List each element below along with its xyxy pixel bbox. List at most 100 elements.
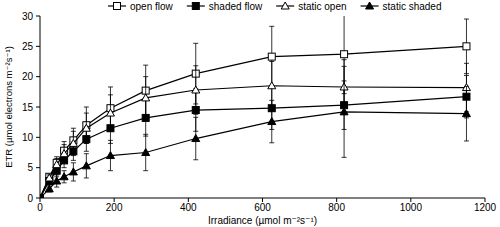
data-point	[341, 51, 348, 58]
error-cap	[143, 170, 148, 171]
series-line	[40, 97, 466, 198]
error-cap	[342, 66, 347, 67]
error-cap	[193, 43, 198, 44]
error-cap	[464, 63, 469, 64]
error-cap	[84, 153, 89, 154]
series	[40, 16, 470, 198]
data-point	[142, 94, 150, 101]
data-point	[106, 152, 114, 159]
series	[40, 60, 470, 198]
legend: open flowshaded flowstatic openstatic sh…	[108, 1, 442, 12]
error-cap	[464, 140, 469, 141]
legend-item: shaded flow	[187, 1, 263, 12]
error-cap	[108, 131, 113, 132]
error-cap	[62, 170, 67, 171]
error-cap	[71, 131, 76, 132]
error-cap	[71, 160, 76, 161]
x-tick-label: 600	[254, 202, 271, 213]
error-cap	[71, 155, 76, 156]
legend-label: shaded flow	[209, 1, 263, 12]
y-tick	[36, 137, 40, 138]
y-axis-label: ETR (µmol electrons m⁻²s⁻¹)	[3, 46, 14, 168]
error-cap	[108, 94, 113, 95]
error-cap	[62, 182, 67, 183]
x-tick-label: 0	[37, 202, 43, 213]
error-cap	[54, 156, 59, 157]
error-cap	[71, 181, 76, 182]
y-tick	[36, 167, 40, 168]
error-cap	[342, 59, 347, 60]
data-point	[40, 194, 44, 198]
data-point	[45, 174, 53, 181]
x-tick-label: 1000	[400, 202, 423, 213]
error-cap	[143, 119, 148, 120]
error-cap	[54, 170, 59, 171]
error-cap	[108, 140, 113, 141]
y-tick	[36, 107, 40, 108]
y-tick	[36, 46, 40, 47]
legend-item: static shaded	[361, 1, 442, 12]
y-tick	[36, 76, 40, 77]
legend-marker	[366, 2, 374, 9]
data-point	[268, 53, 275, 60]
series-line	[40, 46, 466, 198]
error-cap	[84, 113, 89, 114]
legend-item: open flow	[108, 1, 174, 12]
error-cap	[54, 187, 59, 188]
error-cap	[84, 151, 89, 152]
series	[40, 66, 470, 198]
data-point	[268, 118, 276, 125]
error-cap	[193, 65, 198, 66]
error-cap	[464, 86, 469, 87]
y-tick-label: 30	[22, 11, 34, 22]
x-tick-label: 400	[180, 202, 197, 213]
legend-label: static shaded	[383, 1, 442, 12]
legend-marker	[281, 2, 289, 9]
y-tick-label: 25	[22, 41, 34, 52]
data-point	[60, 150, 68, 157]
data-point	[45, 185, 53, 192]
data-point	[53, 177, 61, 184]
error-cap	[342, 157, 347, 158]
error-cap	[193, 117, 198, 118]
error-cap	[193, 114, 198, 115]
error-cap	[269, 61, 274, 62]
data-point	[53, 161, 61, 168]
error-cap	[108, 86, 113, 87]
error-cap	[84, 177, 89, 178]
y-tick	[36, 198, 40, 199]
series-line	[40, 112, 466, 198]
error-cap	[54, 158, 59, 159]
error-cap	[269, 100, 274, 101]
x-tick-label: 200	[106, 202, 123, 213]
x-axis-label: Irradiance (µmol m⁻²s⁻¹)	[208, 215, 317, 226]
error-cap	[108, 170, 113, 171]
plot-area	[40, 16, 470, 198]
x-tick-label: 1200	[474, 202, 497, 213]
error-cap	[464, 19, 469, 20]
error-cap	[62, 141, 67, 142]
error-cap	[143, 134, 148, 135]
y-tick-label: 20	[22, 71, 34, 82]
y-tick-label: 0	[27, 193, 33, 204]
error-cap	[269, 142, 274, 143]
y-tick-label: 5	[27, 162, 33, 173]
data-point	[82, 162, 90, 169]
error-cap	[54, 174, 59, 175]
error-cap	[71, 128, 76, 129]
y-tick	[36, 16, 40, 17]
y-tick-label: 10	[22, 132, 34, 143]
chart: 051015202530020040060080010001200Irradia…	[0, 0, 500, 227]
y-tick-label: 15	[22, 102, 34, 113]
data-point	[69, 139, 77, 146]
series-line	[40, 86, 466, 198]
data-point	[60, 173, 68, 180]
data-point	[268, 82, 276, 89]
data-point	[142, 149, 150, 156]
series	[40, 75, 470, 198]
data-point	[340, 108, 348, 115]
legend-marker	[114, 3, 121, 10]
data-point	[192, 86, 200, 93]
error-cap	[84, 143, 89, 144]
legend-label: open flow	[130, 1, 174, 12]
